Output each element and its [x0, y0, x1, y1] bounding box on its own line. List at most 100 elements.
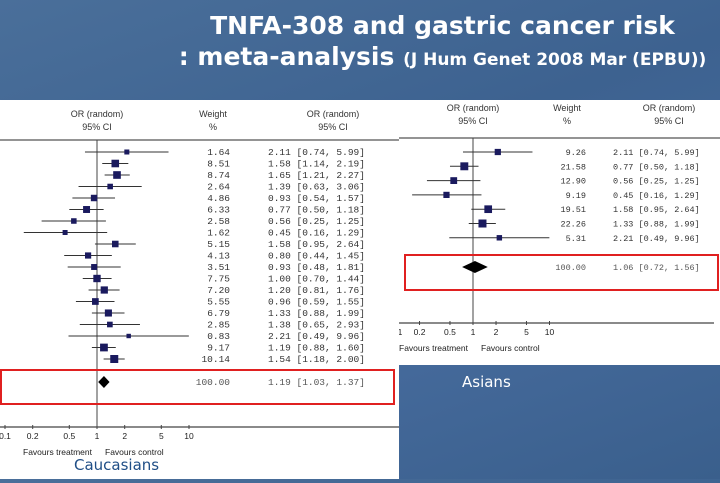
column-header: Weight	[199, 109, 227, 119]
study-weight: 10.14	[201, 354, 230, 365]
study-weight: 22.26	[560, 220, 586, 230]
forest-plot-asians: OR (random) 95% CI Weight% OR (random) 95% C…	[391, 100, 720, 365]
study-or-ci: 1.58 [0.95, 2.64]	[613, 205, 700, 215]
study-or-ci: 1.39 [0.63, 3.06]	[268, 182, 365, 193]
study-marker	[443, 191, 450, 199]
study-marker	[113, 171, 121, 179]
study-marker	[83, 206, 91, 213]
study-or-ci: 2.21 [0.49, 9.96]	[268, 331, 365, 342]
study-weight: 4.86	[207, 193, 230, 204]
pooled-diamond	[462, 261, 488, 273]
study-weight: 19.51	[560, 205, 586, 215]
study-weight: 8.51	[207, 159, 230, 170]
x-tick-label: 5	[159, 431, 164, 441]
study-or-ci: 0.93 [0.54, 1.57]	[268, 193, 365, 204]
study-or-ci: 1.33 [0.88, 1.99]	[268, 308, 365, 319]
x-tick-label: 0.2	[27, 431, 39, 441]
pooled-highlight-box	[0, 369, 395, 405]
column-header: 95% CI	[654, 116, 684, 126]
study-marker	[111, 159, 120, 168]
study-weight: 9.26	[566, 148, 586, 158]
study-marker	[496, 235, 503, 241]
study-marker	[93, 274, 101, 283]
forest-plot-svg-asians: OR (random) 95% CI Weight% OR (random) 95% C…	[391, 103, 720, 353]
slide-title: TNFA-308 and gastric cancer risk : meta-…	[170, 10, 715, 76]
column-header: Weight	[553, 103, 581, 113]
study-marker	[71, 218, 77, 224]
x-tick-label: 0.5	[63, 431, 75, 441]
pooled-or-ci: 1.06 [0.72, 1.56]	[613, 263, 700, 273]
study-or-ci: 1.19 [0.88, 1.60]	[268, 343, 365, 354]
study-marker	[107, 183, 113, 190]
caption-asians: Asians	[462, 373, 511, 391]
study-marker	[90, 194, 98, 202]
study-or-ci: 0.77 [0.50, 1.18]	[268, 205, 365, 216]
study-weight: 2.64	[207, 182, 230, 193]
study-weight: 0.83	[207, 331, 230, 342]
pooled-diamond	[98, 376, 110, 388]
study-weight: 3.51	[207, 262, 230, 273]
study-weight: 2.85	[207, 320, 230, 331]
x-tick-label: 5	[524, 327, 529, 337]
caption-caucasians: Caucasians	[74, 456, 160, 474]
pooled-or-ci: 1.19 [1.03, 1.37]	[268, 377, 365, 388]
column-header: 95% CI	[82, 122, 112, 132]
study-weight: 21.58	[560, 162, 586, 172]
study-marker	[92, 298, 99, 305]
x-tick-label: 1	[471, 327, 476, 337]
study-marker	[100, 286, 108, 294]
study-or-ci: 1.00 [0.70, 1.44]	[268, 274, 365, 285]
favours-treatment-label: Favours treatment	[23, 447, 93, 457]
study-weight: 6.79	[207, 308, 230, 319]
favours-control-label: Favours control	[481, 343, 540, 353]
study-marker	[478, 219, 487, 228]
column-header: 95% CI	[318, 122, 348, 132]
study-marker	[460, 162, 469, 171]
study-weight: 4.13	[207, 251, 230, 262]
x-tick-label: 0.2	[414, 327, 426, 337]
study-marker	[62, 230, 68, 235]
study-or-ci: 1.38 [0.65, 2.93]	[268, 320, 365, 331]
x-tick-label: 1	[95, 431, 100, 441]
study-marker	[450, 177, 458, 185]
study-or-ci: 0.56 [0.25, 1.25]	[268, 216, 365, 227]
study-weight: 1.64	[207, 147, 230, 158]
x-tick-label: 10	[545, 327, 555, 337]
study-marker	[84, 252, 92, 259]
title-reference: (J Hum Genet 2008 Mar (EPBU))	[403, 50, 707, 70]
study-or-ci: 2.11 [0.74, 5.99]	[613, 148, 700, 158]
study-marker	[91, 264, 98, 270]
study-marker	[494, 148, 501, 156]
study-or-ci: 0.56 [0.25, 1.25]	[613, 177, 700, 187]
favours-control-label: Favours control	[105, 447, 164, 457]
study-or-ci: 2.11 [0.74, 5.99]	[268, 147, 365, 158]
x-tick-label: 2	[494, 327, 499, 337]
study-marker	[126, 333, 131, 339]
study-or-ci: 0.45 [0.16, 1.29]	[613, 191, 700, 201]
study-or-ci: 0.45 [0.16, 1.29]	[268, 228, 365, 239]
study-weight: 1.62	[207, 228, 230, 239]
pooled-weight: 100.00	[555, 263, 586, 273]
study-or-ci: 1.20 [0.81, 1.76]	[268, 285, 365, 296]
study-weight: 2.58	[207, 216, 230, 227]
x-tick-label: 2	[122, 431, 127, 441]
study-or-ci: 1.65 [1.21, 2.27]	[268, 170, 365, 181]
study-or-ci: 1.58 [1.14, 2.19]	[268, 159, 365, 170]
study-marker	[100, 343, 108, 352]
pooled-highlight-box	[404, 254, 719, 291]
study-or-ci: 0.93 [0.48, 1.81]	[268, 262, 365, 273]
study-weight: 12.90	[560, 177, 586, 187]
study-weight: 7.20	[207, 285, 230, 296]
title-line-1: TNFA-308 and gastric cancer risk	[210, 11, 675, 40]
x-tick-label: 0.1	[0, 431, 11, 441]
study-or-ci: 0.77 [0.50, 1.18]	[613, 162, 700, 172]
study-marker	[124, 149, 130, 155]
column-header: OR (random)	[71, 109, 124, 119]
study-or-ci: 0.80 [0.44, 1.45]	[268, 251, 365, 262]
study-or-ci: 0.96 [0.59, 1.55]	[268, 297, 365, 308]
column-header: 95% CI	[458, 116, 488, 126]
study-or-ci: 1.54 [1.18, 2.00]	[268, 354, 365, 365]
column-header: %	[209, 122, 217, 132]
study-weight: 7.75	[207, 274, 230, 285]
column-header: OR (random)	[447, 103, 500, 113]
